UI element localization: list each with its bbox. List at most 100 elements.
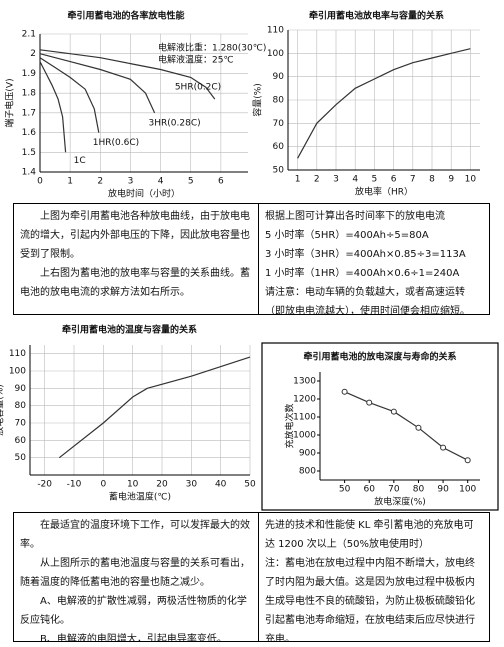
y-tick-label: 110 <box>9 349 26 359</box>
paragraph: 从上图所示的蓄电池温度与容量的关系可看出，随着温度的降低蓄电池的容量也随之减少。 <box>20 558 250 588</box>
data-point <box>390 408 397 415</box>
data-point <box>464 457 471 464</box>
annotation: 电解液温度：25℃ <box>158 54 234 66</box>
text-box: 上图为牵引用蓄电池各种放电曲线，由于放电电流的增大，引起内外部电压的下降，因此放… <box>13 203 259 315</box>
chart-frame <box>261 342 499 511</box>
x-tick-label: 5 <box>372 175 378 185</box>
y-tick-label: 2.1 <box>22 30 36 40</box>
series-label: 1HR(0.6C) <box>93 138 139 148</box>
chart-title: 牵引用蓄电池的各率放电性能 <box>67 10 184 22</box>
y-tick-label: 90 <box>15 384 27 394</box>
paragraph: B、电解液的电阻增大，引起电导率变低。 <box>40 634 227 642</box>
x-tick-label: 4 <box>158 177 164 187</box>
x-tick-label: 0 <box>100 480 106 490</box>
x-tick-label: 50 <box>244 480 256 490</box>
y-tick-label: 60 <box>15 436 27 446</box>
y-tick-label: 80 <box>15 401 27 411</box>
y-tick-label: 1.4 <box>22 168 37 178</box>
x-tick-label: 60 <box>364 485 376 495</box>
y-tick-label: 2 <box>30 49 36 59</box>
series-label: 1C <box>74 156 86 166</box>
y-tick-label: 1000 <box>293 431 316 441</box>
data-point <box>366 399 373 406</box>
y-tick-label: 50 <box>273 166 285 176</box>
x-tick-label: 10 <box>465 175 477 185</box>
y-axis-label: 放电容量(%) <box>0 384 6 436</box>
y-tick-label: 100 <box>9 367 26 377</box>
x-tick-label: 30 <box>186 480 198 490</box>
data-point <box>440 444 447 451</box>
series-line <box>39 53 156 114</box>
paragraph: 3 小时率（3HR）=400Ah×0.85÷3=113A <box>265 249 466 260</box>
paragraph: A、电解液的扩散性减弱，两极活性物质的化学反应钝化。 <box>20 596 247 626</box>
y-axis-label: 容量(%) <box>252 83 264 117</box>
y-tick-label: 60 <box>273 142 285 152</box>
paragraph: 注：蓄电池在放电过程中内阻不断增大，放电终了时内阻为最大值。这是因为放电过程中极… <box>265 558 475 642</box>
x-tick-label: 80 <box>413 485 425 495</box>
x-tick-label: 2 <box>97 177 103 187</box>
x-tick-label: 5 <box>188 177 194 187</box>
x-axis-label: 放电率（HR） <box>355 186 413 198</box>
y-axis-label: 充放电次数 <box>284 403 296 448</box>
x-tick-label: 90 <box>437 485 449 495</box>
x-tick-label: -10 <box>67 480 82 490</box>
y-tick-label: 1200 <box>293 395 316 405</box>
paragraph: 根据上图可计算出各时间率下的放电电流 <box>265 211 445 222</box>
x-tick-label: 7 <box>410 175 416 185</box>
x-tick-label: 3 <box>333 175 339 185</box>
paragraph: 先进的技术和性能使 KL 牵引蓄电池的充放电可达 1200 次以上（50%放电使… <box>265 520 474 550</box>
x-tick-label: 6 <box>391 175 397 185</box>
series-line <box>58 356 251 459</box>
x-tick-label: 4 <box>352 175 358 185</box>
series-line <box>39 57 100 133</box>
x-axis-label: 放电时间（小时） <box>108 188 180 200</box>
series-label: 5HR(0.2C) <box>175 83 221 93</box>
paragraph: 上图为牵引用蓄电池各种放电曲线，由于放电电流的增大，引起内外部电压的下降，因此放… <box>20 211 250 260</box>
x-axis-label: 蓄电池温度(℃) <box>109 491 171 503</box>
x-tick-label: 50 <box>339 485 351 495</box>
x-tick-label: 3 <box>128 177 134 187</box>
x-tick-label: 10 <box>127 480 139 490</box>
text-box: 先进的技术和性能使 KL 牵引蓄电池的充放电可达 1200 次以上（50%放电使… <box>258 512 490 642</box>
y-tick-label: 800 <box>299 467 316 477</box>
text-box: 根据上图可计算出各时间率下的放电电流 5 小时率（5HR）=400Ah÷5=80A… <box>258 203 490 315</box>
y-tick-label: 1.9 <box>22 69 37 79</box>
y-tick-label: 50 <box>15 453 27 463</box>
chart-title: 牵引用蓄电池放电率与容量的关系 <box>309 10 444 22</box>
y-tick-label: 900 <box>299 449 316 459</box>
y-tick-label: 1.7 <box>22 108 36 118</box>
x-tick-label: 2 <box>314 175 320 185</box>
series-line <box>39 61 67 153</box>
y-tick-label: 90 <box>273 72 285 82</box>
paragraph: 在最适宜的温度环境下工作，可以发挥最大的效率。 <box>20 520 250 550</box>
x-tick-label: 40 <box>215 480 227 490</box>
y-tick-label: 80 <box>273 96 285 106</box>
series-line <box>297 48 471 159</box>
text-box: 在最适宜的温度环境下工作，可以发挥最大的效率。 从上图所示的蓄电池温度与容量的关系… <box>13 512 259 642</box>
paragraph: 上右图为蓄电池的放电率与容量的关系曲线。蓄电池的放电电流的求解方法如右所示。 <box>20 268 250 298</box>
y-tick-label: 1.5 <box>22 148 36 158</box>
x-tick-label: 20 <box>156 480 168 490</box>
series-label: 3HR(0.28C) <box>149 118 201 128</box>
x-tick-label: 100 <box>459 485 476 495</box>
series-line <box>39 49 216 100</box>
chart-title: 牵引用蓄电池的温度与容量的关系 <box>62 324 197 336</box>
x-tick-label: 1 <box>295 175 301 185</box>
x-tick-label: 70 <box>388 485 400 495</box>
y-tick-label: 1100 <box>293 413 316 423</box>
y-tick-label: 1.8 <box>22 89 37 99</box>
y-axis-label: 端子电压(V) <box>4 78 16 127</box>
data-point <box>415 424 422 431</box>
x-tick-label: 9 <box>448 175 454 185</box>
y-tick-label: 1.6 <box>22 128 37 138</box>
x-axis-label: 放电深度(%) <box>374 496 426 508</box>
y-tick-label: 70 <box>15 419 27 429</box>
x-tick-label: 0 <box>37 177 43 187</box>
chart-title: 牵引用蓄电池的放电深度与寿命的关系 <box>303 351 456 363</box>
data-point <box>341 388 348 395</box>
y-tick-label: 1300 <box>293 377 316 387</box>
series-line <box>344 391 468 461</box>
y-tick-label: 110 <box>267 26 284 36</box>
